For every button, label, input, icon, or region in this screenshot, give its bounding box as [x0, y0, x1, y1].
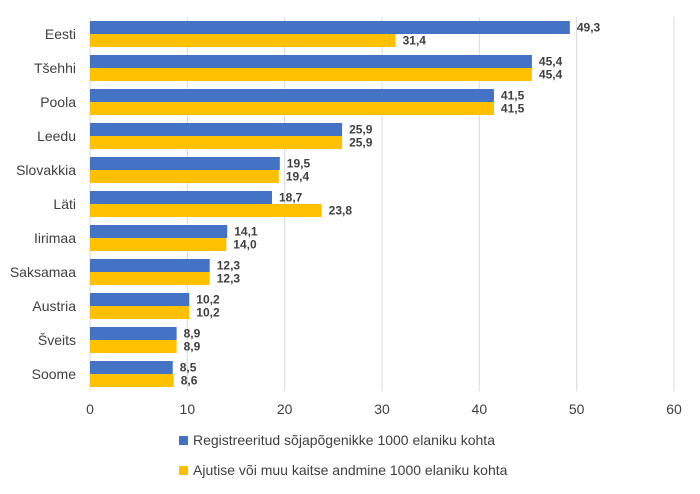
x-tick-label: 30: [374, 401, 390, 417]
data-label: 23,8: [329, 204, 353, 218]
data-label: 41,5: [501, 102, 525, 116]
data-label: 25,9: [349, 136, 373, 150]
bar-registered: [90, 21, 570, 34]
data-label: 14,1: [234, 225, 258, 239]
data-label: 8,6: [181, 374, 198, 388]
bar-protection: [90, 306, 190, 319]
category-labels: Eesti Tšehhi Poola Leedu Slovakkia Läti Iirima…: [10, 26, 76, 382]
bar-registered: [90, 225, 228, 238]
bar-registered: [90, 361, 173, 374]
bar-registered: [90, 157, 280, 170]
category-label: Šveits: [38, 332, 76, 348]
x-tick-label: 0: [86, 401, 94, 417]
data-label: 10,2: [196, 306, 220, 320]
category-label: Soome: [32, 366, 77, 382]
bar-protection: [90, 204, 322, 217]
category-label: Poola: [40, 94, 76, 110]
bar-protection: [90, 374, 174, 387]
legend-swatch: [179, 436, 188, 445]
data-label: 45,4: [539, 55, 563, 69]
data-label: 8,5: [180, 361, 197, 375]
data-label: 31,4: [403, 34, 427, 48]
category-label: Läti: [53, 196, 76, 212]
category-label: Slovakkia: [16, 162, 76, 178]
data-label: 18,7: [279, 191, 303, 205]
category-label: Austria: [32, 298, 76, 314]
bar-registered: [90, 293, 190, 306]
bar-protection: [90, 68, 532, 81]
x-tick-label: 50: [569, 401, 585, 417]
x-tick-label: 40: [472, 401, 488, 417]
x-tick-label: 20: [277, 401, 293, 417]
bar-protection: [90, 136, 343, 149]
bar-protection: [90, 272, 210, 285]
data-label: 12,3: [217, 272, 241, 286]
category-label: Eesti: [45, 26, 76, 42]
bar-registered: [90, 259, 210, 272]
x-tick-label: 10: [180, 401, 196, 417]
x-tick-label: 60: [666, 401, 682, 417]
data-label: 10,2: [196, 293, 220, 307]
bar-protection: [90, 340, 177, 353]
bar-protection: [90, 102, 494, 115]
legend: Registreeritud sõjapõgenikke 1000 elanik…: [179, 432, 508, 478]
bar-registered: [90, 89, 494, 102]
data-label: 41,5: [501, 89, 525, 103]
legend-label: Registreeritud sõjapõgenikke 1000 elanik…: [193, 432, 495, 448]
data-label: 45,4: [539, 68, 563, 82]
category-label: Tšehhi: [34, 60, 76, 76]
bar-registered: [90, 327, 177, 340]
data-labels: 49,3 31,4 45,445,4 41,541,5 25,925,9 19,519,4…: [180, 21, 601, 388]
data-label: 25,9: [349, 123, 373, 137]
bars: [90, 21, 570, 387]
data-label: 14,0: [233, 238, 257, 252]
x-tick-labels: 0 10 20 30 40 50 60: [86, 401, 682, 417]
bar-registered: [90, 123, 343, 136]
legend-label: Ajutise või muu kaitse andmine 1000 elan…: [193, 462, 508, 478]
bar-registered: [90, 191, 273, 204]
category-label: Saksamaa: [10, 264, 76, 280]
category-label: Iirimaa: [34, 230, 76, 246]
bar-protection: [90, 238, 227, 251]
data-label: 12,3: [217, 259, 241, 273]
bar-protection: [90, 170, 279, 183]
bar-protection: [90, 34, 396, 47]
data-label: 49,3: [577, 21, 601, 35]
data-label: 8,9: [184, 340, 201, 354]
bar-registered: [90, 55, 532, 68]
data-label: 8,9: [184, 327, 201, 341]
data-label: 19,4: [286, 170, 310, 184]
category-label: Leedu: [37, 128, 76, 144]
legend-swatch: [179, 466, 188, 475]
data-label: 19,5: [287, 157, 311, 171]
